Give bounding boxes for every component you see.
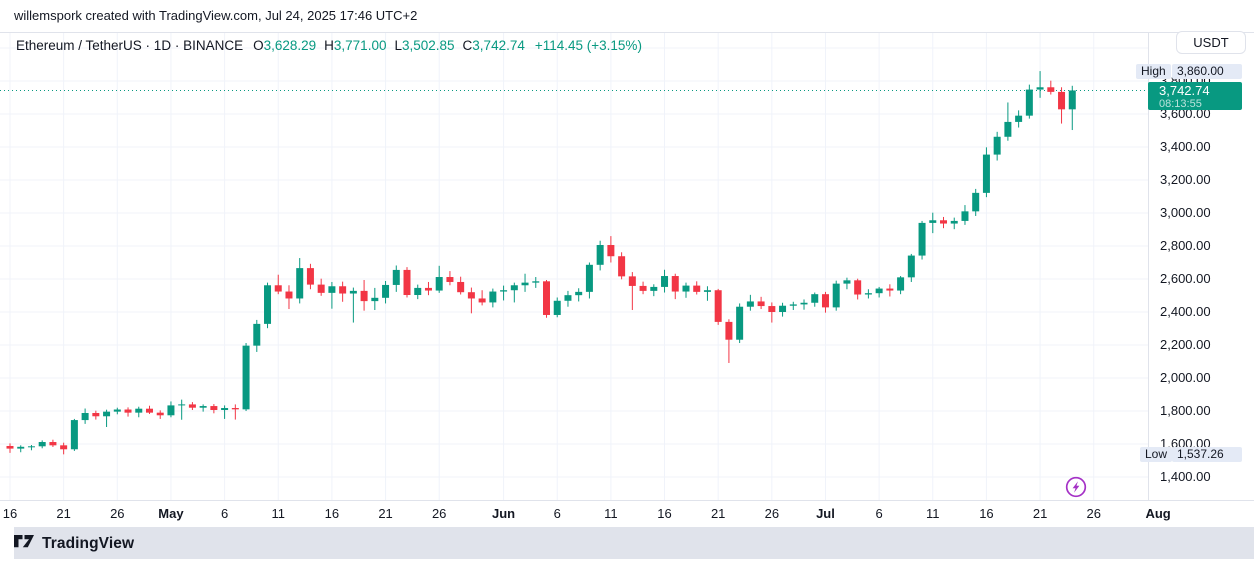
time-tick-label: 11 — [926, 506, 940, 521]
time-tick-label: 6 — [220, 506, 229, 521]
time-tick-label: Jul — [816, 506, 835, 521]
high-value-chip: 3,860.00 — [1172, 64, 1242, 79]
footer-divider — [14, 527, 1254, 559]
time-tick-label: 21 — [378, 506, 393, 521]
low-value-chip: 1,537.26 — [1172, 447, 1242, 462]
high-label-chip: High — [1136, 64, 1171, 79]
time-tick-label: 26 — [431, 506, 447, 521]
time-tick-label: 11 — [604, 506, 618, 521]
price-tick-label: 1,800.00 — [1160, 403, 1211, 418]
time-tick-label: 21 — [710, 506, 726, 521]
lightning-event-icon[interactable] — [1065, 476, 1087, 498]
time-tick-label: Aug — [1145, 506, 1171, 521]
header-divider — [0, 32, 1254, 33]
chart-legend: Ethereum / TetherUS · 1D · BINANCE O3,62… — [16, 38, 642, 53]
time-axis-border — [0, 500, 1254, 501]
symbol-title[interactable]: Ethereum / TetherUS · 1D · BINANCE — [16, 38, 244, 53]
tradingview-wordmark: TradingView — [42, 535, 135, 552]
ohlc-high: H3,771.00 — [324, 38, 387, 53]
low-label-chip: Low — [1140, 447, 1173, 462]
time-tick-label: 6 — [553, 506, 561, 521]
time-tick-label: 6 — [875, 506, 883, 521]
time-tick-label: 16 — [2, 506, 18, 521]
price-tick-label: 1,400.00 — [1160, 469, 1211, 484]
time-tick-label: 21 — [1032, 506, 1048, 521]
price-tick-label: 2,000.00 — [1160, 370, 1211, 385]
tradingview-logo-icon — [14, 532, 35, 556]
time-tick-label: 16 — [979, 506, 994, 521]
change-value: +114.45 (+3.15%) — [534, 38, 642, 53]
price-tick-label: 2,600.00 — [1160, 271, 1211, 286]
time-tick-label: 21 — [56, 506, 71, 521]
ohlc-close: C3,742.74 — [462, 38, 525, 53]
price-tick-label: 3,400.00 — [1160, 139, 1211, 154]
time-tick-label: 26 — [1086, 506, 1101, 521]
currency-button[interactable]: USDT — [1176, 31, 1246, 54]
ohlc-open: O3,628.29 — [253, 38, 317, 53]
time-tick-label: 11 — [271, 506, 286, 521]
ohlc-low: L3,502.85 — [394, 38, 455, 53]
attribution-text: willemspork created with TradingView.com… — [14, 8, 418, 23]
price-tick-label: 2,200.00 — [1160, 337, 1211, 352]
price-tick-label: 3,200.00 — [1160, 172, 1211, 187]
last-price-badge: 3,742.74 08:13:55 — [1148, 82, 1242, 110]
time-tick-label: 26 — [764, 506, 780, 521]
time-tick-label: 16 — [657, 506, 672, 521]
price-tick-label: 2,800.00 — [1160, 238, 1211, 253]
price-tick-label: 3,000.00 — [1160, 205, 1211, 220]
footer: TradingView — [14, 528, 134, 560]
last-price-value: 3,742.74 — [1159, 83, 1210, 98]
time-tick-label: May — [158, 506, 184, 521]
time-tick-label: Jun — [492, 506, 516, 521]
price-tick-label: 2,400.00 — [1160, 304, 1211, 319]
bar-close-countdown: 08:13:55 — [1159, 98, 1202, 110]
price-axis-border — [1148, 33, 1149, 500]
time-tick-label: 16 — [324, 506, 340, 521]
time-tick-label: 26 — [110, 506, 125, 521]
